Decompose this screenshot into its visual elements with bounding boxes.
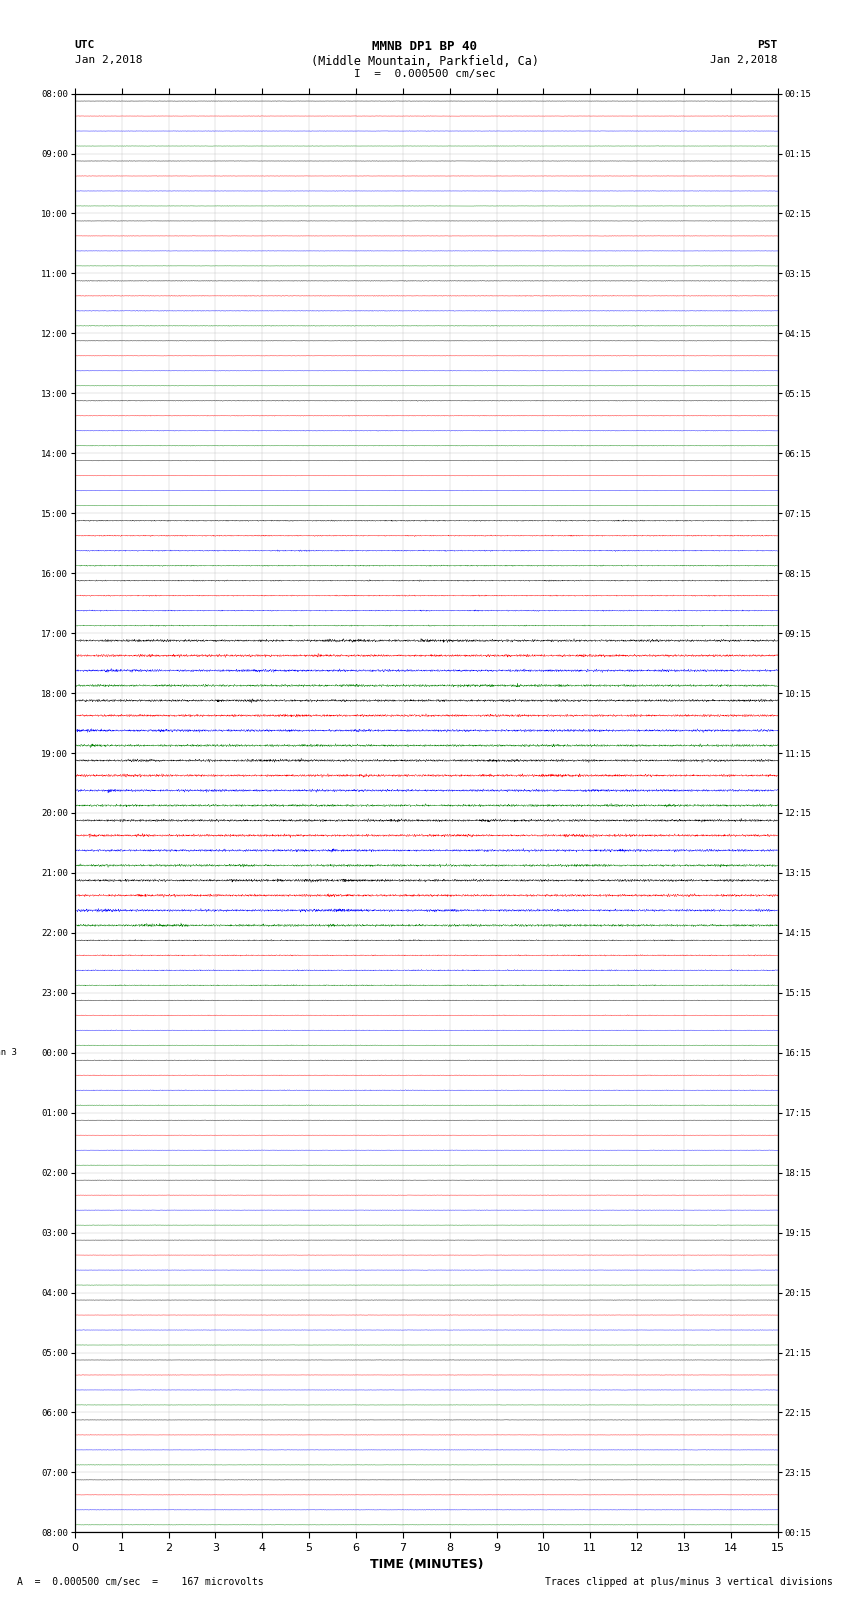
Text: MMNB DP1 BP 40: MMNB DP1 BP 40 — [372, 40, 478, 53]
X-axis label: TIME (MINUTES): TIME (MINUTES) — [370, 1558, 483, 1571]
Text: Traces clipped at plus/minus 3 vertical divisions: Traces clipped at plus/minus 3 vertical … — [545, 1578, 833, 1587]
Text: (Middle Mountain, Parkfield, Ca): (Middle Mountain, Parkfield, Ca) — [311, 55, 539, 68]
Text: PST: PST — [757, 40, 778, 50]
Text: Jan 2,2018: Jan 2,2018 — [75, 55, 142, 65]
Text: UTC: UTC — [75, 40, 95, 50]
Text: I  =  0.000500 cm/sec: I = 0.000500 cm/sec — [354, 69, 496, 79]
Text: A  =  0.000500 cm/sec  =    167 microvolts: A = 0.000500 cm/sec = 167 microvolts — [17, 1578, 264, 1587]
Text: Jan 3: Jan 3 — [0, 1048, 16, 1057]
Text: Jan 2,2018: Jan 2,2018 — [711, 55, 778, 65]
